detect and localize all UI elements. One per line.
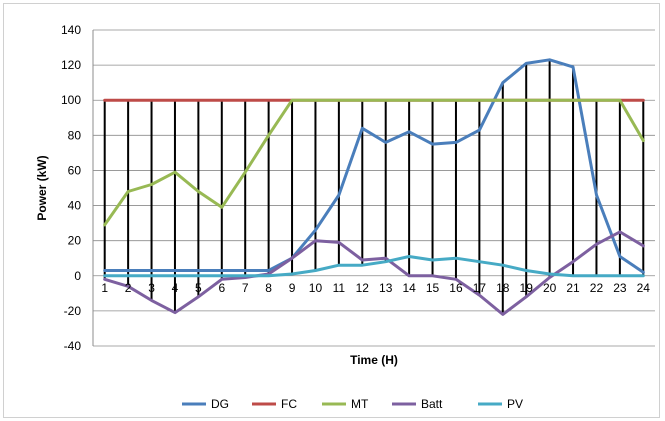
y-tick-label: 0 [74,269,81,283]
series-line-mt [103,98,645,227]
y-tick-label: 60 [68,163,82,177]
y-axis-title: Power (kW) [35,155,49,220]
legend-label-fc: FC [281,397,297,411]
drop-lines [103,59,645,315]
x-tick-label: 17 [473,281,487,295]
x-tick-label: 20 [543,281,557,295]
x-tick-label: 4 [172,281,179,295]
x-tick-label: 19 [520,281,534,295]
series-line-pv [103,255,645,278]
x-tick-label: 3 [148,281,155,295]
y-tick-label: -40 [64,339,82,353]
x-tick-label: 15 [426,281,440,295]
y-tick-label: 100 [61,93,81,107]
legend-label-dg: DG [211,397,229,411]
x-tick-label: 10 [309,281,323,295]
gridlines [93,29,655,347]
y-tick-labels: -40 -20 0 20 40 60 80 100 120 140 [61,23,81,353]
legend-label-batt: Batt [421,397,443,411]
legend-label-mt: MT [351,397,369,411]
y-tick-label: 40 [68,199,82,213]
x-tick-label: 7 [242,281,249,295]
legend-label-pv: PV [507,397,523,411]
x-tick-labels: 1 2 3 4 5 6 7 8 9 10 11 12 13 14 15 16 17 18 19 20 21 22 23 24 [101,281,650,295]
x-tick-label: 8 [265,281,272,295]
x-tick-label: 1 [101,281,108,295]
legend: DG FC MT Batt PV [182,397,523,411]
x-tick-label: 13 [379,281,393,295]
x-tick-label: 5 [195,281,202,295]
x-tick-label: 14 [402,281,416,295]
y-tick-label: 80 [68,128,82,142]
x-tick-label: 6 [218,281,225,295]
y-tick-label: -20 [64,304,82,318]
x-tick-label: 16 [449,281,463,295]
x-tick-label: 18 [496,281,510,295]
y-tick-label: 140 [61,23,81,37]
x-tick-label: 12 [356,281,370,295]
series-lines [103,58,645,316]
x-tick-label: 22 [590,281,604,295]
x-tick-label: 23 [613,281,627,295]
y-tick-label: 120 [61,58,81,72]
x-axis-title: Time (H) [350,353,398,367]
y-tick-label: 20 [68,234,82,248]
x-tick-label: 11 [333,281,346,295]
series-line-batt [103,230,645,316]
x-tick-label: 9 [289,281,296,295]
x-tick-label: 24 [637,281,651,295]
x-tick-label: 2 [125,281,132,295]
series-line-dg [103,58,645,274]
x-tick-label: 21 [566,281,580,295]
